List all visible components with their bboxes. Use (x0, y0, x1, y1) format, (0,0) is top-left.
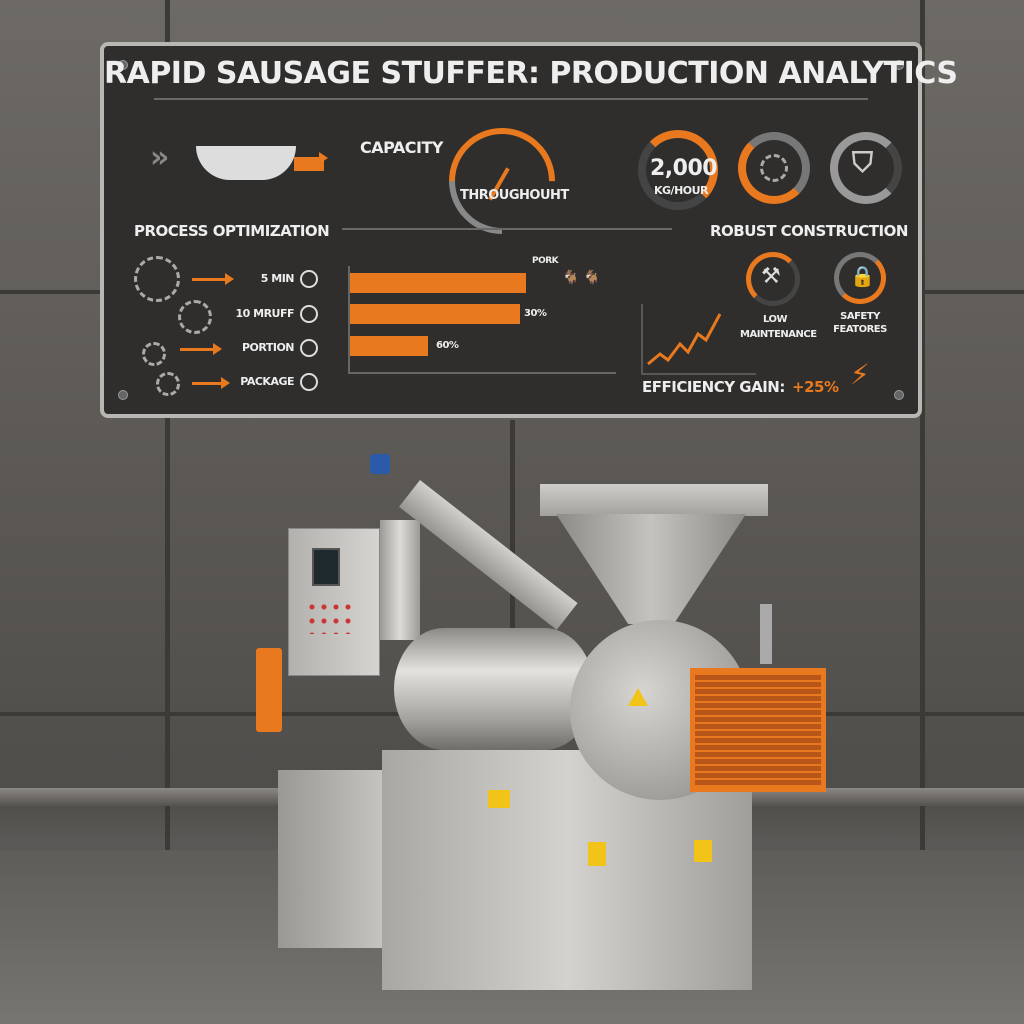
maintenance-ring (746, 252, 800, 306)
screw (894, 60, 904, 70)
hopper (556, 514, 746, 624)
capacity-value: 2,000 (650, 156, 718, 181)
analytics-panel: RAPID SAUSAGE STUFFER: PRODUCTION ANALYT… (100, 42, 958, 418)
gear-icon (134, 256, 180, 302)
process-heading: PROCESS OPTIMIZATION (134, 222, 330, 240)
stuffing-cylinder (394, 628, 594, 750)
screw (894, 390, 904, 400)
shield-icon: ⛉ (852, 146, 873, 179)
capacity-unit: KG/HOUR (654, 184, 709, 197)
wrench-icon: ⚒ (761, 264, 781, 289)
efficiency-label: EFFICIENCY GAIN: (642, 378, 785, 396)
capacity-label: CAPACITY (360, 138, 443, 157)
arrow-icon (192, 273, 234, 285)
warning-icon (588, 842, 606, 866)
step-label: 10 MRUFF (235, 307, 294, 320)
blue-valve (370, 454, 390, 474)
warning-icon (488, 790, 510, 808)
step-label: 5 MIN (260, 272, 295, 285)
bar (350, 336, 428, 356)
gear-icon (760, 154, 788, 182)
bar-label: 60% (436, 340, 459, 351)
safety-features-label: SAFETY FEATORES (833, 311, 887, 335)
bar (350, 304, 520, 324)
outlet-valve (760, 604, 772, 664)
capacity-ring (638, 130, 718, 210)
control-display (312, 548, 340, 586)
divider (342, 228, 672, 230)
clock-icon (300, 270, 318, 288)
machine-leg (278, 770, 388, 948)
gear-ring-icon (738, 132, 810, 204)
lock-icon: 🔒 (850, 264, 875, 288)
panel-title: RAPID SAUSAGE STUFFER: PRODUCTION ANALYT… (104, 56, 958, 91)
warning-icon (694, 840, 712, 862)
lightning-icon: ⚡ (850, 358, 870, 391)
orange-safety-guard (690, 668, 826, 792)
screw (118, 390, 128, 400)
trend-chart-icon (641, 304, 756, 375)
low-maintenance-label: LOW MAINTENANCE (740, 314, 817, 340)
piston-column (380, 520, 420, 640)
bar (350, 273, 526, 293)
wall-seam (165, 0, 170, 850)
efficiency-value: +25% (792, 378, 839, 396)
robust-heading: ROBUST CONSTRUCTION (710, 222, 908, 240)
gear-icon (156, 372, 180, 396)
gear-icon (142, 342, 166, 366)
throughput-label: THROUGHOUHT (460, 188, 569, 203)
screw (118, 60, 128, 70)
bar-label: PORK (532, 256, 559, 266)
arrow-icon (192, 377, 230, 389)
clock-icon (300, 373, 318, 391)
goat-icon: 🐐 🐐 (562, 270, 601, 286)
bar-label: 30% (524, 308, 547, 319)
step-label: PACKAGE (240, 375, 294, 388)
shield-ring-icon (830, 132, 902, 204)
arrow-icon (180, 343, 222, 355)
clock-icon (300, 305, 318, 323)
side-guard (256, 648, 282, 732)
divider (154, 98, 868, 100)
hopper-rim (540, 484, 768, 516)
gear-icon (178, 300, 212, 334)
wall-seam (920, 0, 925, 850)
control-buttons[interactable] (306, 600, 356, 634)
safety-ring (834, 252, 886, 304)
step-label: PORTION (241, 341, 295, 354)
clock-icon (300, 339, 318, 357)
